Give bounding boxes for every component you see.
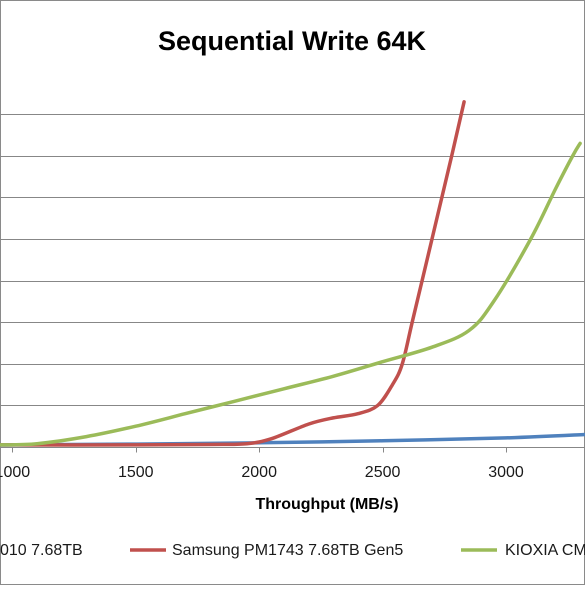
legend-label-3: KIOXIA CM	[505, 542, 585, 559]
series-layer	[0, 100, 585, 447]
x-tick-labels: 1000 1500 2000 2500 3000	[0, 464, 524, 481]
gridlines	[0, 114, 585, 406]
series-line-2	[0, 100, 466, 447]
x-tick-label-3000: 3000	[488, 464, 524, 481]
x-tick-label-2500: 2500	[365, 464, 401, 481]
x-tick-label-1500: 1500	[118, 464, 154, 481]
chart-title: Sequential Write 64K	[158, 26, 427, 56]
axes	[0, 447, 585, 453]
legend-label-2: Samsung PM1743 7.68TB Gen5	[172, 542, 403, 559]
series-line-3	[0, 141, 582, 447]
x-axis-title: Throughput (MB/s)	[255, 496, 398, 513]
legend-label-1: 010 7.68TB	[0, 542, 83, 559]
x-tick-label-1000: 1000	[0, 464, 30, 481]
legend: 010 7.68TB Samsung PM1743 7.68TB Gen5 KIOX…	[0, 542, 585, 559]
x-tick-label-2000: 2000	[241, 464, 277, 481]
